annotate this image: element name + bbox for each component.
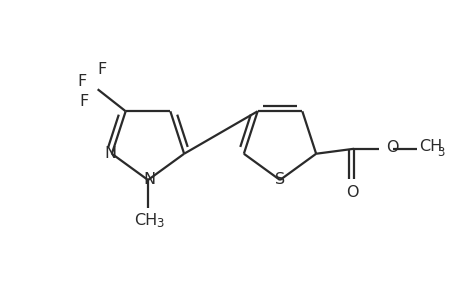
Text: S: S (274, 172, 285, 188)
Text: CH: CH (134, 213, 157, 228)
Text: F: F (77, 74, 86, 89)
Text: N: N (143, 172, 155, 187)
Text: CH: CH (418, 139, 442, 154)
Text: O: O (385, 140, 398, 155)
Text: N: N (105, 146, 117, 161)
Text: 3: 3 (156, 217, 163, 230)
Text: F: F (79, 94, 88, 109)
Text: F: F (97, 62, 106, 77)
Text: O: O (345, 185, 358, 200)
Text: 3: 3 (436, 146, 443, 159)
